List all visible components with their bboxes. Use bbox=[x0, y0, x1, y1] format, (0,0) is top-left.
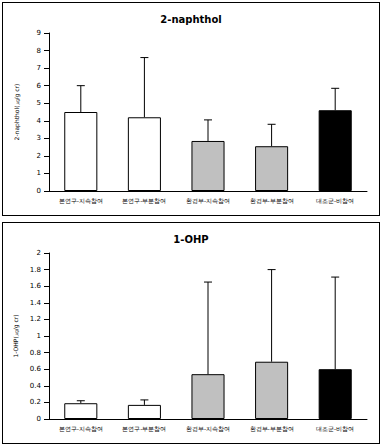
svg-text:0: 0 bbox=[37, 187, 41, 195]
svg-text:1: 1 bbox=[37, 169, 41, 177]
svg-text:1: 1 bbox=[37, 332, 41, 340]
svg-text:1.8: 1.8 bbox=[30, 266, 41, 274]
svg-text:0.8: 0.8 bbox=[30, 349, 41, 357]
svg-text:본연구-지속참여: 본연구-지속참여 bbox=[59, 425, 103, 432]
svg-text:8: 8 bbox=[37, 47, 41, 55]
svg-text:0.6: 0.6 bbox=[30, 365, 42, 373]
svg-text:2: 2 bbox=[37, 249, 41, 257]
svg-text:1.4: 1.4 bbox=[30, 299, 42, 307]
svg-text:환경부-지속참여: 환경부-지속참여 bbox=[186, 197, 230, 204]
svg-text:환경부-부분참여: 환경부-부분참여 bbox=[250, 425, 294, 432]
svg-text:본연구-부분참여: 본연구-부분참여 bbox=[122, 425, 166, 432]
svg-text:1.2: 1.2 bbox=[30, 315, 41, 323]
svg-text:1-OHP(㎍/g cr): 1-OHP(㎍/g cr) bbox=[12, 314, 20, 357]
svg-text:1-OHP: 1-OHP bbox=[173, 234, 208, 245]
svg-text:0.4: 0.4 bbox=[30, 382, 42, 390]
svg-text:3: 3 bbox=[37, 134, 41, 142]
svg-text:7: 7 bbox=[37, 64, 41, 72]
svg-text:4: 4 bbox=[37, 117, 42, 125]
svg-text:1.6: 1.6 bbox=[30, 282, 42, 290]
svg-text:5: 5 bbox=[37, 99, 41, 107]
svg-text:환경부-지속참여: 환경부-지속참여 bbox=[186, 425, 230, 432]
svg-text:0.2: 0.2 bbox=[30, 398, 41, 406]
svg-text:본연구-지속참여: 본연구-지속참여 bbox=[59, 197, 103, 204]
svg-text:2: 2 bbox=[37, 152, 41, 160]
svg-text:6: 6 bbox=[37, 82, 42, 90]
svg-text:2-naphthol(㎍/g cr): 2-naphthol(㎍/g cr) bbox=[13, 84, 21, 141]
svg-text:본연구-부분참여: 본연구-부분참여 bbox=[122, 197, 166, 204]
svg-text:환경부-부분참여: 환경부-부분참여 bbox=[250, 197, 294, 204]
svg-text:대조군-비참여: 대조군-비참여 bbox=[316, 197, 354, 204]
svg-text:대조군-비참여: 대조군-비참여 bbox=[316, 425, 354, 432]
svg-text:9: 9 bbox=[37, 29, 41, 37]
svg-text:0: 0 bbox=[37, 415, 41, 423]
svg-text:2-naphthol: 2-naphthol bbox=[160, 14, 221, 25]
